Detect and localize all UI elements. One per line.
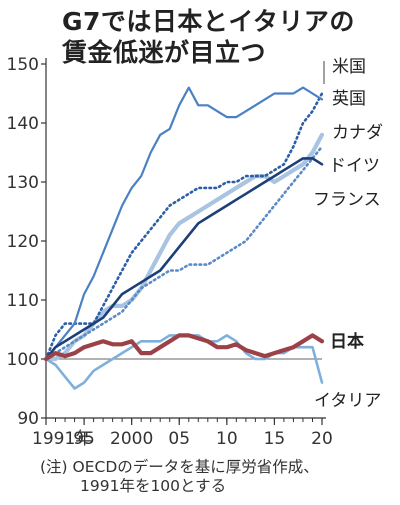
series-line-us — [44, 86, 324, 361]
note-line-1: (注) OECDのデータを基に厚労省作成、 — [40, 458, 319, 476]
series-line-uk — [44, 92, 324, 361]
series-label-uk: 英国 — [332, 89, 366, 109]
series-line-germany — [44, 157, 324, 361]
chart-title-line-1: G7では日本とイタリアの — [62, 7, 355, 36]
series-line-canada — [43, 132, 325, 362]
series-label-canada: カナダ — [332, 123, 383, 143]
x-tick-label: 05 — [168, 429, 190, 449]
series-label-us: 米国 — [332, 57, 366, 77]
chart-title-line-2: 賃金低迷が目立つ — [62, 38, 267, 67]
y-tick-label: 120 — [7, 232, 39, 252]
chart-note: (注) OECDのデータを基に厚労省作成、 1991年を100とする — [40, 458, 400, 496]
y-tick-label: 100 — [7, 350, 39, 370]
x-tick-label: 10 — [216, 429, 238, 449]
y-tick-label: 130 — [7, 173, 39, 193]
series-label-france: フランス — [313, 190, 381, 210]
note-line-2: 1991年を100とする — [80, 477, 227, 495]
series-line-japan — [43, 333, 325, 362]
y-tick-label: 110 — [7, 291, 39, 311]
series-label-germany: ドイツ — [329, 156, 380, 176]
x-tick-label: 1991年 — [32, 429, 92, 449]
x-tick-label: 95 — [73, 429, 95, 449]
x-tick-label: 20 — [311, 429, 333, 449]
series-line-france — [44, 145, 324, 361]
series-label-japan: 日本 — [330, 331, 364, 352]
y-tick-label: 140 — [7, 114, 39, 134]
series-label-italy: イタリア — [314, 391, 381, 411]
x-tick-label: 2000 — [110, 429, 153, 449]
y-tick-label: 90 — [17, 409, 39, 429]
y-tick-label: 150 — [7, 55, 39, 75]
x-tick-label: 15 — [264, 429, 286, 449]
series-line-italy — [44, 334, 324, 390]
chart-title: G7では日本とイタリアの 賃金低迷が目立つ — [62, 6, 392, 68]
